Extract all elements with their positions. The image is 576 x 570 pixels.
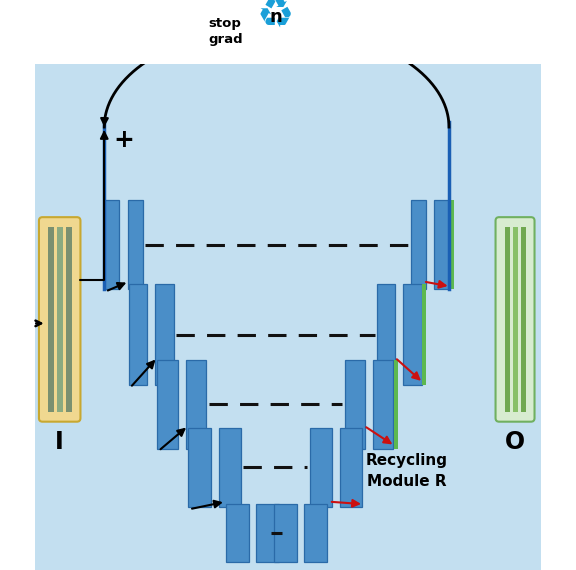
Bar <box>219 428 241 507</box>
Bar <box>403 284 422 385</box>
Bar <box>274 504 297 563</box>
Bar <box>256 504 279 563</box>
Bar <box>422 284 426 385</box>
Bar <box>340 428 362 507</box>
Bar <box>344 360 365 449</box>
Text: n: n <box>270 8 282 26</box>
Bar <box>156 284 173 385</box>
Circle shape <box>248 0 304 45</box>
Bar <box>157 360 177 449</box>
Bar <box>521 227 526 412</box>
Bar <box>505 227 510 412</box>
Bar <box>449 201 453 289</box>
Bar <box>188 428 211 507</box>
Bar <box>411 201 426 289</box>
Text: +: + <box>113 128 134 152</box>
Bar <box>373 360 393 449</box>
Bar <box>394 360 398 449</box>
Bar <box>310 428 332 507</box>
Text: I: I <box>55 430 64 454</box>
Bar <box>226 504 249 563</box>
Bar <box>66 227 72 412</box>
Bar <box>377 284 395 385</box>
Text: O: O <box>505 430 525 454</box>
FancyBboxPatch shape <box>39 217 81 422</box>
Bar <box>304 504 328 563</box>
FancyBboxPatch shape <box>495 217 535 422</box>
Bar <box>104 201 119 289</box>
Bar <box>185 360 206 449</box>
Text: Recycling
Module R: Recycling Module R <box>366 453 448 489</box>
Bar <box>513 227 518 412</box>
Bar <box>48 227 54 412</box>
Bar <box>127 201 143 289</box>
Bar <box>57 227 63 412</box>
Bar <box>434 201 449 289</box>
FancyBboxPatch shape <box>27 54 549 570</box>
Text: ♻: ♻ <box>257 0 294 35</box>
Text: stop
grad: stop grad <box>208 17 242 46</box>
Bar <box>129 284 147 385</box>
